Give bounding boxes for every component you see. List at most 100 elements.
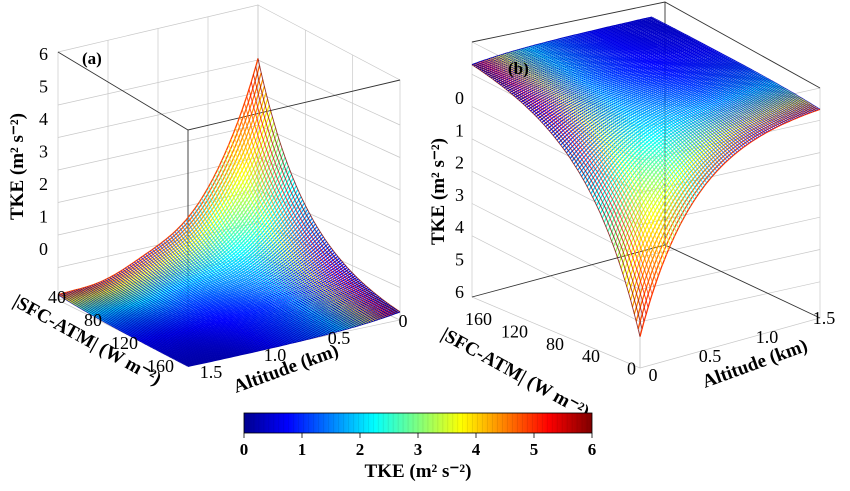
surface-line: [71, 290, 203, 364]
surface-line: [637, 19, 807, 115]
z-tick-label: 5: [39, 77, 48, 97]
surface-line: [152, 249, 289, 345]
panel-b-y-ticks: 160 120 80 40 0: [465, 309, 636, 379]
z-tick-label: 4: [455, 217, 464, 237]
surface-line: [560, 38, 730, 160]
gridline: [257, 124, 401, 191]
surface-line: [481, 60, 651, 301]
panel-b-z-label: TKE (m² s⁻²): [428, 138, 449, 245]
surface-line: [201, 197, 341, 332]
surface-line: [576, 34, 746, 147]
x-tick-label: 1.0: [756, 327, 779, 347]
colorbar-tick-label: 5: [530, 440, 539, 459]
gridline: [639, 249, 821, 290]
surface-line: [138, 258, 275, 348]
surface-line: [593, 30, 762, 136]
surface-line: [532, 45, 702, 192]
surface-line: [75, 289, 208, 363]
surface-line: [185, 219, 325, 336]
colorbar-ticks: 0 1 2 3 4 5 6: [240, 433, 596, 459]
y-tick-label: 80: [546, 334, 564, 354]
surface-line: [530, 46, 700, 195]
surface-line: [73, 290, 205, 364]
surface-line: [214, 173, 355, 328]
surface-line: [578, 33, 748, 145]
surface-line: [493, 56, 663, 266]
surface-line: [230, 139, 372, 322]
panel-a-z-ticks: 0 1 2 3 4 5 6: [39, 44, 48, 259]
surface-line: [163, 240, 301, 342]
surface-line: [172, 233, 310, 340]
surface-line: [161, 242, 298, 343]
surface-line: [221, 159, 363, 325]
surface-line: [187, 216, 327, 335]
surface-line: [512, 51, 681, 225]
gridline: [471, 203, 641, 290]
surface-line: [158, 244, 296, 343]
surface-line: [250, 81, 394, 315]
surface-line: [508, 52, 677, 233]
surface-line: [522, 48, 691, 207]
surface-line: [181, 224, 320, 337]
surface-line: [485, 59, 655, 289]
panel-a-y-ticks: 40 80 120 160: [48, 287, 174, 376]
surface-line: [174, 231, 313, 339]
x-tick-label: 1.0: [264, 345, 287, 365]
colorbar-label: TKE (m² s⁻²): [365, 461, 472, 482]
surface-line: [552, 40, 722, 168]
surface-line: [568, 36, 738, 153]
surface-line: [91, 284, 224, 359]
surface-line: [86, 286, 220, 361]
z-tick-label: 2: [39, 174, 48, 194]
surface-line: [116, 273, 251, 354]
surface-line: [120, 270, 255, 353]
surface-line: [64, 292, 196, 366]
surface-line: [500, 54, 669, 251]
gridline: [639, 152, 821, 193]
surface-line: [199, 201, 339, 332]
surface-line: [170, 235, 308, 340]
gridline: [639, 216, 821, 258]
colorbar-tick-label: 0: [240, 440, 249, 459]
x-tick-label: 1.5: [200, 362, 223, 382]
surface-line: [477, 62, 647, 315]
surface-line: [601, 28, 770, 132]
panel-a-z-label: TKE (m² s⁻²): [7, 113, 28, 220]
surface-line: [149, 250, 286, 345]
surface-line: [627, 22, 796, 119]
surface-line: [134, 261, 270, 349]
surface-line: [631, 103, 813, 307]
surface-line: [528, 46, 697, 198]
surface-line: [572, 35, 742, 150]
surface-line: [219, 164, 360, 326]
surface-line: [591, 30, 760, 138]
surface-line: [498, 55, 667, 256]
surface-line: [647, 17, 817, 112]
panel-b-floor-back-edges: [471, 244, 821, 319]
surface-line: [192, 211, 332, 334]
panel-a-surface: [57, 58, 401, 368]
z-tick-label: 1: [455, 120, 464, 140]
surface-line: [203, 194, 344, 331]
surface-line: [587, 31, 756, 140]
surface-line: [217, 169, 358, 327]
z-tick-label: 0: [455, 88, 464, 108]
surface-line: [93, 284, 227, 359]
x-tick-label: 0.5: [328, 328, 351, 348]
z-tick-label: 3: [39, 142, 48, 162]
surface-line: [534, 44, 704, 189]
x-tick-label: 0.5: [699, 346, 722, 366]
surface-line: [253, 74, 396, 314]
y-tick-label: 80: [84, 310, 102, 330]
surface-line: [566, 36, 736, 155]
surface-line: [609, 26, 778, 128]
z-tick-label: 1: [39, 207, 48, 227]
surface-line: [599, 28, 768, 133]
z-tick-label: 6: [455, 282, 464, 302]
surface-line: [554, 39, 724, 166]
surface-line: [62, 293, 193, 366]
gridline: [471, 235, 641, 323]
surface-line: [129, 264, 265, 350]
x-tick-label: 0: [399, 311, 408, 331]
